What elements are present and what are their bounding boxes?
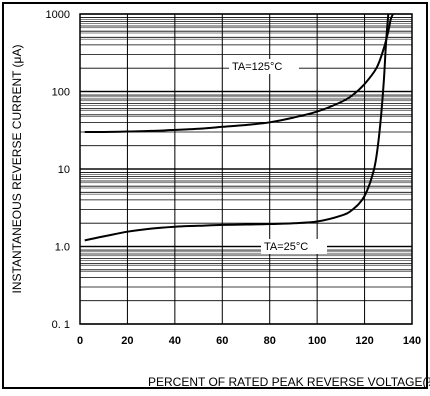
x-tick-label: 60	[216, 335, 228, 347]
x-tick-label: 40	[169, 335, 181, 347]
y-tick-label: 100	[52, 87, 70, 99]
annotations: TA=125°C TA=25°C	[229, 59, 327, 254]
y-tick-label: 1000	[46, 9, 70, 21]
y-tick-label: 0. 1	[52, 319, 70, 331]
x-tick-labels: 0 20 40 60 80 100 120 140	[77, 335, 421, 347]
x-tick-label: 120	[355, 335, 373, 347]
y-tick-label: 1.0	[55, 242, 70, 254]
series-layer	[84, 13, 394, 242]
x-tick-label: 80	[264, 335, 276, 347]
x-tick-label: 100	[308, 335, 326, 347]
annotation-background	[229, 59, 299, 74]
y-axis-label: INSTANTANEOUS REVERSE CURRENT (μA)	[10, 45, 24, 294]
x-axis-label: PERCENT OF RATED PEAK REVERSE VOLTAGE(%)	[148, 375, 430, 389]
x-tick-label: 140	[403, 335, 421, 347]
curve-label: TA=125°C	[232, 61, 282, 73]
plot-area-border	[79, 13, 413, 325]
minor-grid	[80, 17, 412, 302]
x-tick-label: 0	[77, 335, 83, 347]
x-tick-label: 20	[121, 335, 133, 347]
y-tick-label: 10	[58, 164, 70, 176]
y-tick-labels: 0. 1 1.0 10 100 1000	[46, 9, 70, 331]
series-curve-0	[84, 13, 394, 134]
series-curve-1	[84, 13, 390, 242]
curve-label: TA=25°C	[264, 241, 308, 253]
annotation-background	[261, 239, 327, 254]
